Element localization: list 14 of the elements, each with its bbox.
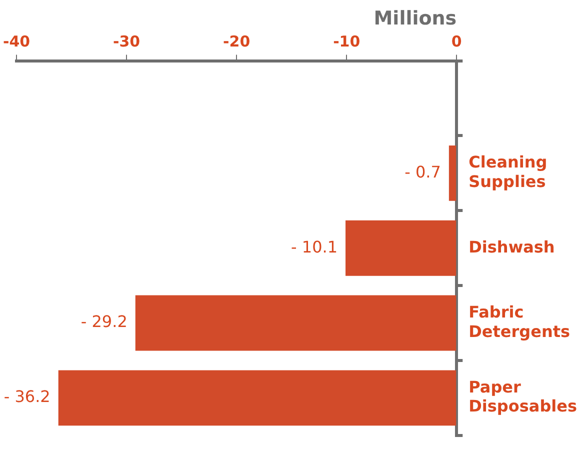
x-tick-label: -20 [223, 32, 250, 51]
x-tick-label: -40 [2, 32, 30, 51]
data-label: - 29.2 [80, 312, 128, 332]
x-tick-label: -10 [333, 32, 360, 51]
y-tick-label: Paper Disposables [468, 377, 578, 416]
data-label: - 10.1 [291, 237, 338, 256]
y-tick-label: Dishwash [468, 237, 555, 256]
x-axis-title: Millions [374, 7, 457, 30]
data-label: - 0.7 [404, 162, 441, 182]
x-tick-label: -30 [113, 32, 140, 51]
x-tick-label: 0 [451, 32, 462, 51]
data-label: - 36.2 [4, 387, 50, 406]
y-tick-label: Fabric Detergents [468, 302, 570, 341]
y-tick-label: Cleaning Supplies [468, 152, 548, 191]
